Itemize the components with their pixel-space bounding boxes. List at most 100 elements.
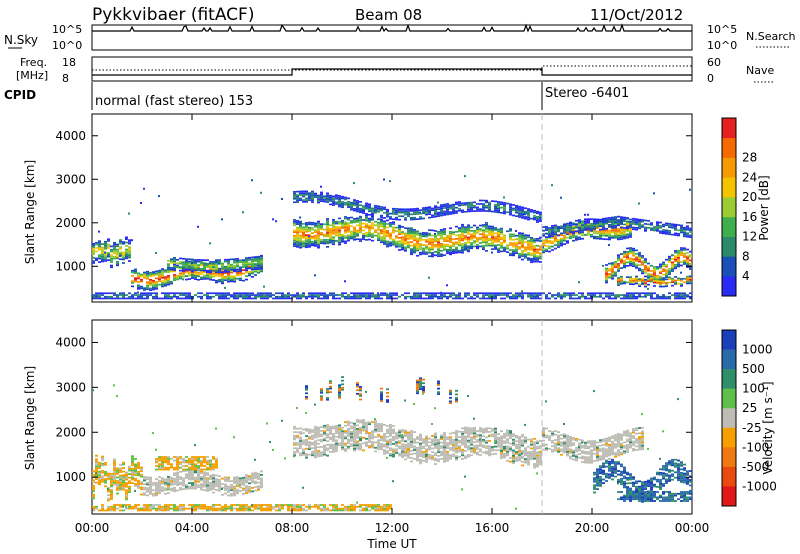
- power-cell: [344, 237, 347, 239]
- power-cell: [233, 260, 236, 262]
- power-cell: [299, 234, 302, 237]
- velocity-cell: [320, 440, 323, 443]
- velocity-cell: [98, 470, 101, 473]
- velocity-cell: [248, 491, 251, 494]
- power-cell: [650, 297, 653, 300]
- velocity-cell: [188, 507, 191, 510]
- velocity-cell: [254, 480, 257, 483]
- power-cell: [155, 252, 157, 254]
- velocity-cell: [245, 505, 248, 508]
- power-cell: [458, 237, 461, 240]
- power-cell: [449, 248, 452, 250]
- power-cell: [620, 218, 623, 220]
- power-cell: [563, 223, 566, 226]
- velocity-cell: [110, 505, 113, 508]
- velocity-cell: [245, 488, 248, 491]
- power-cell: [611, 272, 614, 275]
- velocity-cell: [194, 505, 197, 508]
- power-cell: [434, 294, 437, 296]
- power-cell: [320, 228, 323, 231]
- power-cell: [392, 228, 395, 230]
- power-cell: [398, 231, 401, 234]
- velocity-cell: [215, 507, 218, 510]
- power-cell: [248, 267, 251, 269]
- power-cell: [134, 279, 137, 281]
- velocity-cell: [110, 490, 113, 493]
- velocity-cell: [266, 509, 269, 512]
- power-cell: [218, 280, 221, 283]
- velocity-cell: [314, 443, 317, 446]
- power-cell: [128, 295, 131, 298]
- velocity-cell: [200, 505, 203, 508]
- power-cell: [182, 266, 185, 269]
- power-cell: [458, 242, 461, 245]
- power-cell: [233, 275, 236, 278]
- power-cell: [575, 230, 578, 233]
- power-cell: [353, 209, 356, 212]
- power-cell: [215, 294, 218, 296]
- power-cell: [521, 215, 524, 217]
- power-cell: [458, 228, 461, 231]
- power-cell: [614, 294, 617, 296]
- colorbar-segment: [722, 118, 736, 139]
- power-cell: [164, 281, 167, 284]
- power-cell: [293, 192, 296, 195]
- power-cell: [371, 232, 374, 235]
- power-cell: [470, 205, 473, 207]
- power-cell: [542, 246, 544, 249]
- velocity-cell: [167, 492, 170, 494]
- power-cell: [230, 275, 233, 277]
- power-cell: [614, 266, 617, 268]
- power-cell: [611, 277, 614, 280]
- velocity-cell: [179, 481, 182, 484]
- power-cell: [689, 229, 692, 231]
- velocity-cell: [170, 478, 173, 481]
- power-cell: [491, 225, 494, 228]
- velocity-cell: [359, 435, 362, 438]
- power-cell: [653, 274, 656, 277]
- power-cell: [215, 279, 218, 282]
- nsky-tick-top-left: 10^5: [52, 23, 82, 36]
- power-cell: [347, 224, 350, 226]
- power-cell: [524, 210, 527, 213]
- power-cell: [533, 255, 536, 258]
- power-cell: [524, 248, 527, 250]
- power-cell: [677, 251, 680, 254]
- freq-trace: [92, 68, 692, 76]
- velocity-cell: [206, 459, 209, 462]
- power-cell: [437, 251, 440, 254]
- velocity-cell: [113, 505, 116, 508]
- power-cell: [347, 239, 350, 242]
- power-cell: [524, 216, 527, 218]
- power-cell: [644, 278, 647, 281]
- power-cell: [383, 241, 386, 244]
- power-cell: [98, 256, 101, 258]
- velocity-cell: [212, 509, 215, 512]
- power-cell: [239, 266, 242, 269]
- power-cell: [428, 211, 431, 214]
- power-cell: [293, 240, 296, 242]
- velocity-cell: [182, 482, 185, 485]
- power-cell: [494, 232, 497, 235]
- power-cell: [188, 271, 191, 273]
- power-cell: [428, 292, 431, 295]
- power-cell: [230, 269, 233, 271]
- velocity-cell: [95, 460, 98, 462]
- power-cell: [257, 271, 260, 274]
- power-cell: [629, 295, 632, 298]
- power-cell: [674, 250, 677, 252]
- power-cell: [212, 264, 215, 267]
- power-cell: [533, 250, 536, 252]
- velocity-cell: [314, 445, 317, 448]
- velocity-cell: [353, 431, 356, 434]
- velocity-cell: [200, 485, 203, 487]
- power-cell: [665, 233, 668, 235]
- velocity-cell: [218, 486, 221, 488]
- velocity-cell: [110, 492, 113, 495]
- power-cell: [677, 294, 680, 296]
- velocity-cell: [173, 486, 176, 489]
- power-cell: [173, 262, 176, 264]
- power-cell: [140, 295, 143, 298]
- power-cell: [497, 232, 500, 234]
- velocity-cell: [185, 475, 188, 477]
